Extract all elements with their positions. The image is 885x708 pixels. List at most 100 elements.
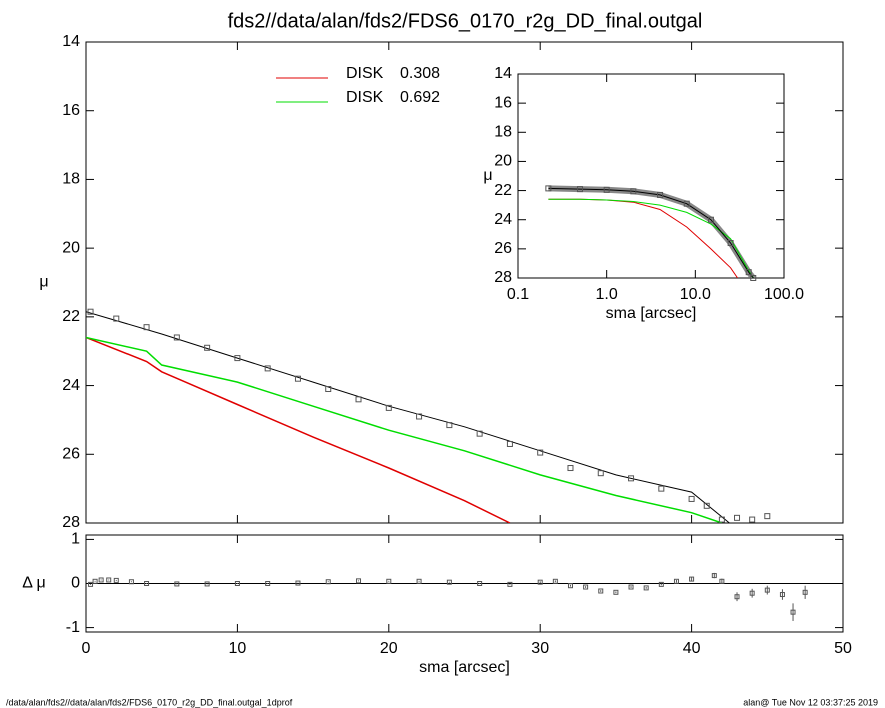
- x-tick-label: 0: [82, 640, 91, 657]
- data-point: [673, 578, 679, 584]
- data-point: [658, 485, 665, 492]
- data-point: [476, 430, 483, 437]
- legend-label: DISK: [346, 89, 384, 106]
- data-point: [802, 589, 808, 595]
- data-point: [707, 216, 714, 223]
- plot-frame: [85, 41, 844, 524]
- data-point: [446, 422, 453, 429]
- plot-frame: [517, 73, 785, 279]
- data-point: [597, 470, 604, 477]
- y-tick-label: 28: [494, 269, 512, 286]
- data-point: [234, 355, 241, 362]
- y-tick-label: 16: [494, 94, 512, 111]
- data-point: [745, 269, 752, 276]
- data-point: [173, 334, 180, 341]
- data-point: [750, 275, 757, 281]
- data-point: [537, 579, 543, 585]
- series-line: [86, 311, 730, 523]
- data-point: [545, 185, 552, 192]
- x-axis-label: sma [arcsec]: [606, 305, 697, 322]
- x-tick-label: 10: [229, 640, 247, 657]
- data-point: [144, 581, 150, 586]
- series-line: [548, 198, 754, 278]
- y-axis-label: Δ μ: [22, 575, 45, 592]
- data-point: [143, 324, 150, 331]
- data-point: [537, 449, 544, 456]
- y-tick-label: 20: [62, 239, 80, 256]
- y-tick-label: 22: [62, 308, 80, 325]
- data-point: [386, 578, 392, 584]
- data-point: [204, 344, 211, 351]
- x-tick-label: 20: [380, 640, 398, 657]
- data-point: [128, 579, 134, 585]
- data-point: [204, 581, 210, 587]
- y-tick-label: -1: [66, 619, 80, 636]
- x-tick-label: 10.0: [680, 286, 711, 303]
- x-tick-label: 1.0: [596, 286, 618, 303]
- data-point: [628, 475, 635, 482]
- data-point: [325, 579, 331, 585]
- data-point: [385, 404, 392, 411]
- y-tick-label: 24: [494, 211, 512, 228]
- data-point: [749, 590, 755, 596]
- data-point: [113, 577, 119, 583]
- x-tick-label: 100.0: [764, 286, 804, 303]
- legend-value: 0.692: [400, 89, 440, 106]
- data-point: [764, 513, 771, 520]
- data-point: [174, 581, 180, 587]
- data-point: [658, 581, 664, 587]
- y-tick-label: 26: [494, 240, 512, 257]
- data-point: [265, 581, 271, 586]
- data-point: [764, 587, 770, 593]
- x-axis-label: sma [arcsec]: [419, 659, 510, 676]
- y-tick-label: 0: [71, 575, 80, 592]
- y-tick-label: 24: [62, 377, 80, 394]
- data-point: [688, 495, 695, 502]
- data-point: [657, 191, 664, 198]
- data-point: [643, 585, 649, 591]
- y-tick-label: 16: [62, 102, 80, 119]
- footer-right: alan@ Tue Nov 12 03:37:25 2019: [743, 697, 878, 707]
- data-point: [749, 516, 756, 523]
- series-line: [548, 187, 754, 278]
- data-point: [264, 365, 271, 372]
- series-line: [86, 336, 723, 523]
- data-point: [507, 581, 513, 587]
- y-tick-label: 26: [62, 446, 80, 463]
- data-point: [113, 315, 120, 322]
- data-point: [790, 609, 796, 615]
- data-point: [689, 576, 695, 582]
- data-point: [719, 578, 725, 584]
- data-point: [92, 578, 98, 584]
- data-point: [446, 579, 452, 585]
- data-point: [711, 573, 717, 579]
- y-tick-label: 18: [494, 124, 512, 141]
- data-point: [416, 578, 422, 584]
- data-point: [416, 413, 423, 420]
- data-point: [98, 577, 104, 583]
- data-point: [295, 580, 301, 586]
- y-tick-label: 14: [62, 33, 80, 50]
- x-tick-label: 50: [834, 640, 852, 657]
- data-point: [734, 594, 740, 600]
- data-point: [87, 308, 94, 315]
- data-point: [613, 589, 619, 595]
- y-tick-label: 18: [62, 171, 80, 188]
- data-point: [727, 240, 734, 247]
- data-point: [630, 188, 637, 195]
- data-point: [683, 200, 690, 207]
- data-point: [356, 578, 362, 584]
- x-tick-label: 40: [683, 640, 701, 657]
- data-point: [576, 186, 583, 193]
- x-tick-label: 0.1: [507, 286, 529, 303]
- data-point: [734, 514, 741, 521]
- data-point: [628, 584, 634, 590]
- data-point: [552, 578, 558, 584]
- data-point: [106, 577, 112, 583]
- y-tick-label: 20: [494, 153, 512, 170]
- data-point: [477, 581, 483, 586]
- data-point: [294, 375, 301, 382]
- legend-value: 0.308: [400, 65, 440, 82]
- y-tick-label: 1: [71, 531, 80, 548]
